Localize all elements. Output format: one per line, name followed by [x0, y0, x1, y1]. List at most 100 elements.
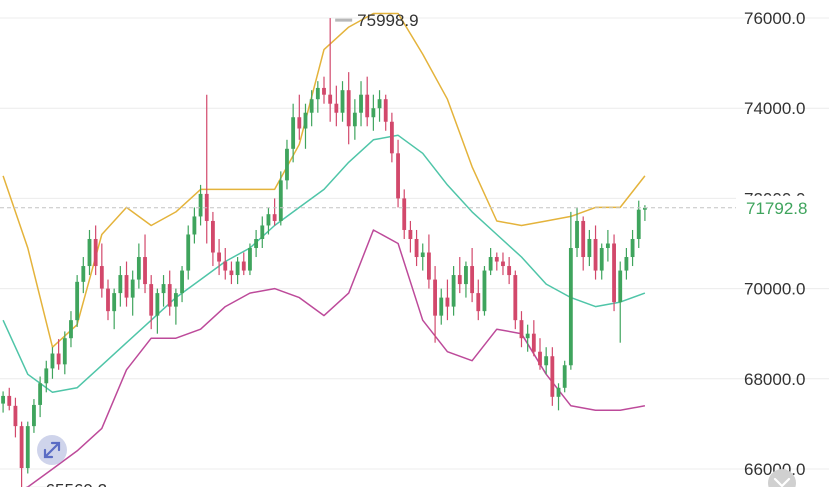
candle-body — [439, 297, 444, 316]
candle-body — [75, 281, 80, 321]
candle-up — [525, 324, 530, 352]
candle-up — [488, 248, 493, 276]
candle-up — [260, 216, 265, 249]
candle-down — [593, 225, 598, 280]
candle-body — [389, 121, 394, 154]
candle-body — [112, 293, 117, 312]
candle-up — [32, 399, 36, 433]
candle-body — [315, 87, 320, 100]
candle-body — [44, 368, 49, 384]
bollinger-upper-line — [2, 12, 646, 348]
candle-body — [149, 284, 154, 316]
candle-up — [44, 360, 49, 393]
candle-down — [204, 94, 209, 244]
y-tick-label: 68000.0 — [744, 370, 805, 389]
candle-up — [618, 261, 623, 343]
candle-body — [180, 270, 184, 294]
last-price-bg — [736, 195, 829, 220]
candle-up — [556, 383, 561, 411]
candle-body — [173, 293, 178, 307]
candle-body — [482, 270, 487, 312]
candle-body — [643, 207, 647, 210]
chart-controls — [37, 435, 796, 487]
candle-up — [81, 257, 86, 294]
candle-up — [636, 200, 641, 249]
candle-body — [531, 333, 536, 352]
candle-down — [297, 94, 302, 140]
candle-body — [81, 266, 86, 282]
candle-body — [87, 238, 92, 267]
candle-down — [389, 112, 394, 163]
candle-up — [352, 99, 357, 140]
candle-up — [285, 139, 289, 190]
candle-down — [93, 225, 98, 276]
expand-icon — [43, 441, 61, 459]
candle-down — [241, 252, 246, 276]
low-price-label: 65569.2 — [46, 480, 107, 487]
candle-body — [334, 103, 339, 113]
candle-body — [624, 257, 629, 271]
candle-up — [420, 243, 425, 271]
candle-down — [223, 248, 228, 280]
candle-up — [377, 90, 382, 122]
candle-body — [309, 99, 314, 113]
candle-body — [544, 356, 549, 366]
candle-up — [371, 94, 376, 131]
candle-body — [414, 238, 419, 258]
candle-body — [513, 275, 518, 321]
candles — [1, 18, 647, 487]
chevron-down-icon — [773, 477, 791, 487]
candle-body — [525, 333, 530, 339]
candle-down — [494, 252, 499, 271]
expand-chart-button[interactable] — [37, 435, 67, 465]
candle-up — [87, 229, 92, 276]
candle-down — [7, 387, 12, 411]
candle-up — [278, 171, 283, 226]
candle-body — [457, 275, 462, 285]
candle-body — [217, 252, 221, 262]
bollinger-bands — [2, 12, 646, 487]
candle-body — [636, 209, 641, 239]
candle-up — [451, 266, 456, 316]
candle-body — [13, 405, 18, 427]
scroll-down-button[interactable] — [768, 469, 796, 487]
candle-up — [62, 331, 67, 375]
candle-body — [1, 395, 5, 404]
candle-down — [513, 270, 518, 330]
last-price-label: 71792.8 — [746, 199, 807, 218]
candle-body — [420, 252, 425, 258]
candle-body — [470, 266, 475, 294]
candle-body — [519, 320, 524, 339]
candle-body — [93, 238, 98, 267]
candle-down — [402, 189, 407, 239]
candle-body — [241, 261, 246, 271]
candle-body — [464, 266, 468, 285]
candle-down — [507, 257, 512, 285]
candle-body — [167, 284, 172, 307]
candle-up — [340, 81, 345, 122]
candle-body — [587, 238, 592, 258]
candle-body — [605, 243, 610, 249]
candle-body — [599, 248, 604, 271]
candle-body — [352, 112, 357, 127]
candle-body — [285, 148, 289, 181]
candle-body — [124, 275, 129, 298]
candle-body — [507, 266, 512, 276]
candle-up — [180, 266, 184, 303]
candle-body — [291, 117, 296, 149]
candle-body — [192, 216, 197, 235]
candle-body — [377, 99, 382, 109]
candle-down — [272, 198, 277, 226]
candle-body — [248, 248, 252, 271]
candle-up — [186, 225, 191, 280]
candle-body — [186, 234, 191, 271]
candle-up — [599, 243, 604, 280]
candle-up — [38, 376, 43, 418]
candle-body — [575, 220, 579, 249]
candle-down — [346, 72, 351, 145]
candle-down — [217, 238, 221, 276]
candle-body — [340, 90, 345, 113]
candle-body — [62, 338, 67, 365]
candle-up — [235, 257, 240, 285]
candle-body — [383, 99, 388, 122]
